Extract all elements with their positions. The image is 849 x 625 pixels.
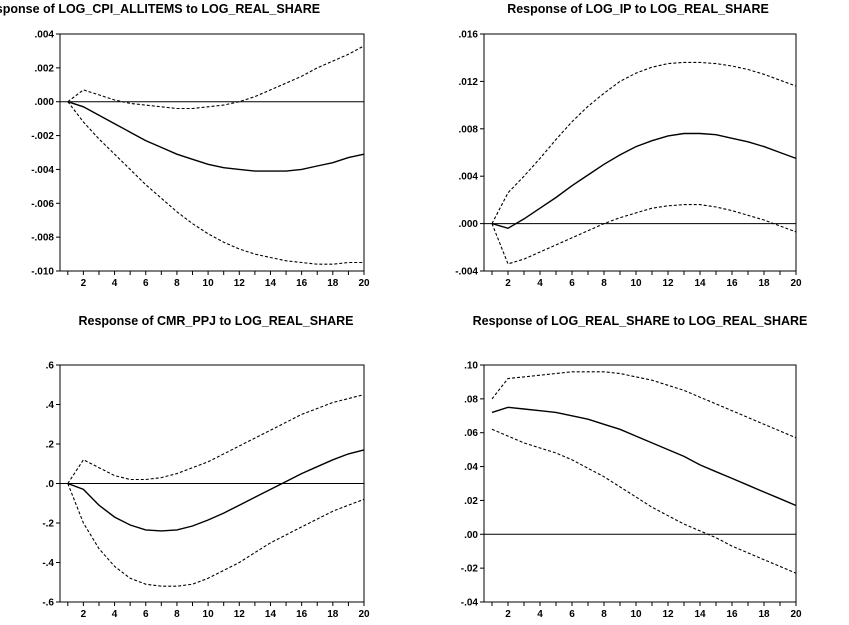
confidence-band-line: [67, 101, 364, 265]
y-tick-label: -.2: [42, 519, 54, 530]
irf-panel-cpi: Response of LOG_CPI_ALLITEMS to LOG_REAL…: [0, 0, 424, 312]
x-tick-label: 12: [234, 609, 246, 620]
x-tick-label: 20: [790, 278, 802, 289]
y-tick-label: .08: [464, 394, 478, 405]
y-tick-label: .002: [35, 63, 55, 74]
plot-frame: [483, 364, 797, 603]
y-tick-label: .000: [459, 219, 479, 230]
chart-plot: -.6 -.4 -.2 .0 .2 .4 .6 2 4 6 8 10 12 14 16 18 20: [42, 361, 370, 621]
confidence-band-line: [491, 428, 797, 574]
y-tick-label: .04: [464, 462, 478, 473]
y-tick-label: -.008: [31, 233, 54, 244]
y-tick-label: .016: [459, 30, 479, 41]
x-tick-label: 18: [758, 278, 770, 289]
y-tick-label: .0: [46, 479, 55, 490]
x-tick-label: 12: [662, 278, 674, 289]
x-tick-label: 10: [630, 278, 642, 289]
x-tick-label: 6: [143, 609, 149, 620]
irf-panel-cmr: Response of CMR_PPJ to LOG_REAL_SHARE -.…: [0, 312, 424, 624]
x-tick-label: 20: [358, 609, 370, 620]
x-tick-label: 2: [505, 278, 511, 289]
chart-title: Response of LOG_REAL_SHARE to LOG_REAL_S…: [472, 314, 808, 328]
x-tick-label: 2: [81, 609, 87, 620]
chart-title: Response of LOG_IP to LOG_REAL_SHARE: [507, 2, 769, 16]
confidence-band-line: [67, 45, 365, 110]
x-tick-label: 12: [662, 609, 674, 620]
confidence-band-line: [67, 394, 365, 484]
response-line: [67, 449, 365, 532]
x-tick-label: 4: [112, 609, 118, 620]
x-tick-label: 20: [358, 278, 370, 289]
x-tick-label: 16: [726, 278, 738, 289]
x-tick-label: 4: [537, 609, 543, 620]
y-tick-label: .02: [464, 496, 478, 507]
x-tick-label: 14: [694, 609, 706, 620]
x-tick-label: 2: [81, 278, 87, 289]
x-tick-label: 16: [726, 609, 738, 620]
y-tick-label: -.004: [455, 267, 478, 278]
x-tick-label: 2: [505, 609, 511, 620]
x-tick-label: 6: [143, 278, 149, 289]
y-tick-label: -.006: [31, 199, 54, 210]
confidence-band-line: [67, 483, 365, 587]
x-tick-label: 8: [601, 278, 607, 289]
y-tick-label: -.002: [31, 131, 54, 142]
y-tick-label: -.010: [31, 267, 54, 278]
x-tick-label: 10: [203, 278, 215, 289]
irf-panel-share: Response of LOG_REAL_SHARE to LOG_REAL_S…: [424, 312, 848, 624]
x-tick-label: 8: [174, 609, 180, 620]
x-tick-label: 18: [327, 609, 339, 620]
y-tick-label: .06: [464, 428, 478, 439]
chart-title: Response of LOG_CPI_ALLITEMS to LOG_REAL…: [0, 2, 321, 16]
y-tick-label: -.004: [31, 165, 54, 176]
chart-plot: -.004 .000 .004 .008 .012 .016 2 4 6 8 10 12 14 16 18 2…: [455, 30, 802, 290]
y-tick-label: -.6: [42, 598, 54, 609]
x-tick-label: 14: [694, 278, 706, 289]
y-tick-label: .004: [35, 30, 55, 41]
x-tick-label: 4: [112, 278, 118, 289]
x-tick-label: 16: [296, 278, 308, 289]
y-tick-label: .2: [46, 440, 55, 451]
y-tick-label: -.04: [461, 598, 479, 609]
y-tick-label: .10: [464, 361, 478, 372]
chart-plot: -.010 -.008 -.006 -.004 -.002 .000 .002 .004 2 4 6…: [31, 30, 370, 290]
y-tick-label: .004: [459, 172, 479, 183]
x-tick-label: 6: [569, 609, 575, 620]
irf-panel-ip: Response of LOG_IP to LOG_REAL_SHARE -.0…: [424, 0, 848, 312]
x-tick-label: 10: [203, 609, 215, 620]
chart-title: Response of CMR_PPJ to LOG_REAL_SHARE: [78, 314, 354, 328]
y-tick-label: .6: [46, 361, 55, 372]
y-tick-label: .012: [459, 77, 479, 88]
plot-frame: [59, 33, 365, 272]
y-tick-label: .00: [464, 530, 478, 541]
x-tick-label: 14: [265, 278, 277, 289]
x-tick-label: 12: [234, 278, 246, 289]
x-tick-label: 10: [630, 609, 642, 620]
response-line: [67, 101, 365, 172]
x-tick-label: 18: [327, 278, 339, 289]
x-tick-label: 20: [790, 609, 802, 620]
response-line: [491, 406, 797, 507]
x-tick-label: 8: [174, 278, 180, 289]
x-tick-label: 6: [569, 278, 575, 289]
y-tick-label: .008: [459, 124, 479, 135]
x-tick-label: 16: [296, 609, 308, 620]
y-tick-label: .000: [35, 97, 55, 108]
confidence-band-line: [491, 371, 797, 439]
y-tick-label: -.02: [461, 564, 479, 575]
x-tick-label: 14: [265, 609, 277, 620]
x-tick-label: 18: [758, 609, 770, 620]
plot-frame: [483, 33, 797, 272]
x-tick-label: 8: [601, 609, 607, 620]
y-tick-label: -.4: [42, 558, 54, 569]
y-tick-label: .4: [46, 400, 55, 411]
confidence-band-line: [491, 61, 797, 224]
confidence-band-line: [491, 204, 797, 265]
chart-plot: -.04 -.02 .00 .02 .04 .06 .08 .10 2 4 6 8 10 12 14 16 18…: [461, 361, 802, 621]
x-tick-label: 4: [537, 278, 543, 289]
response-line: [491, 132, 797, 230]
